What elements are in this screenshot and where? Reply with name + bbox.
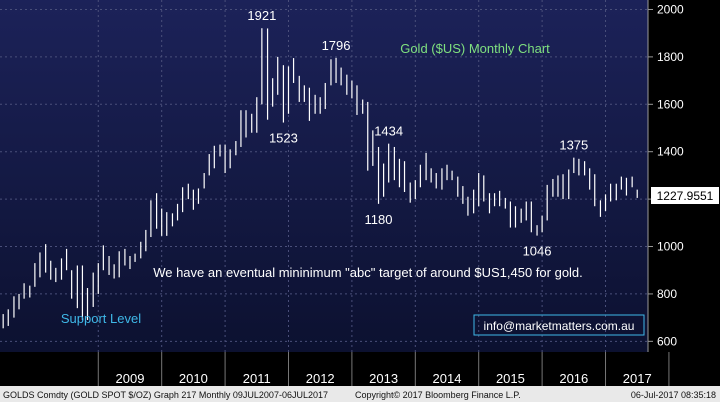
ohlc-bars xyxy=(2,28,638,329)
contact-box xyxy=(473,314,645,336)
y-tick-label: 1400 xyxy=(657,145,684,159)
footer-right: 06-Jul-2017 08:35:18 xyxy=(631,390,716,400)
peak-label: 1375 xyxy=(559,138,588,153)
x-tick-label: 2013 xyxy=(369,371,398,386)
x-tick-label: 2012 xyxy=(306,371,335,386)
peak-label: 1434 xyxy=(374,124,403,139)
contact-email[interactable]: info@marketmatters.com.au xyxy=(484,319,635,333)
x-axis-band xyxy=(0,352,648,386)
target-note: We have an eventual mininimum "abc" targ… xyxy=(153,265,583,280)
plot-background xyxy=(0,0,648,352)
x-tick-label: 2014 xyxy=(433,371,462,386)
footer-left: GOLDS Comdty (GOLD SPOT $/OZ) Graph 217 … xyxy=(3,390,328,400)
y-tick-label: 1600 xyxy=(657,97,684,111)
y-tick-label: 1000 xyxy=(657,240,684,254)
annotations: 1921 1796 1523 1434 1180 1375 1046 xyxy=(247,8,588,258)
footer-center: Copyright© 2017 Bloomberg Finance L.P. xyxy=(355,390,521,400)
support-label: Support Level xyxy=(61,311,141,326)
y-tick-label: 2000 xyxy=(657,2,684,16)
peak-label: 1046 xyxy=(523,244,552,259)
peak-label: 1523 xyxy=(269,131,298,146)
peak-label: 1921 xyxy=(247,8,276,23)
price-box xyxy=(651,187,719,204)
x-tick-label: 2015 xyxy=(496,371,525,386)
last-price-label: 1227.9551 xyxy=(657,189,714,203)
peak-label: 1180 xyxy=(365,212,393,227)
y-tick-label: 1800 xyxy=(657,50,684,64)
footer-bar xyxy=(0,386,720,402)
peak-label: 1796 xyxy=(322,38,351,53)
y-tick-label: 800 xyxy=(657,287,677,301)
chart-title: Gold ($US) Monthly Chart xyxy=(400,41,550,56)
y-tick-label: 600 xyxy=(657,334,677,348)
x-axis: 2009 2010 2011 2012 2013 2014 2015 2016 2017 xyxy=(97,352,670,386)
x-tick-label: 2017 xyxy=(623,371,652,386)
grid xyxy=(0,0,648,352)
x-tick-label: 2011 xyxy=(243,371,271,386)
y-axis: 600800100012001400160018002000 xyxy=(648,2,684,348)
x-tick-label: 2009 xyxy=(116,371,145,386)
x-tick-label: 2010 xyxy=(179,371,208,386)
x-tick-label: 2016 xyxy=(559,371,588,386)
